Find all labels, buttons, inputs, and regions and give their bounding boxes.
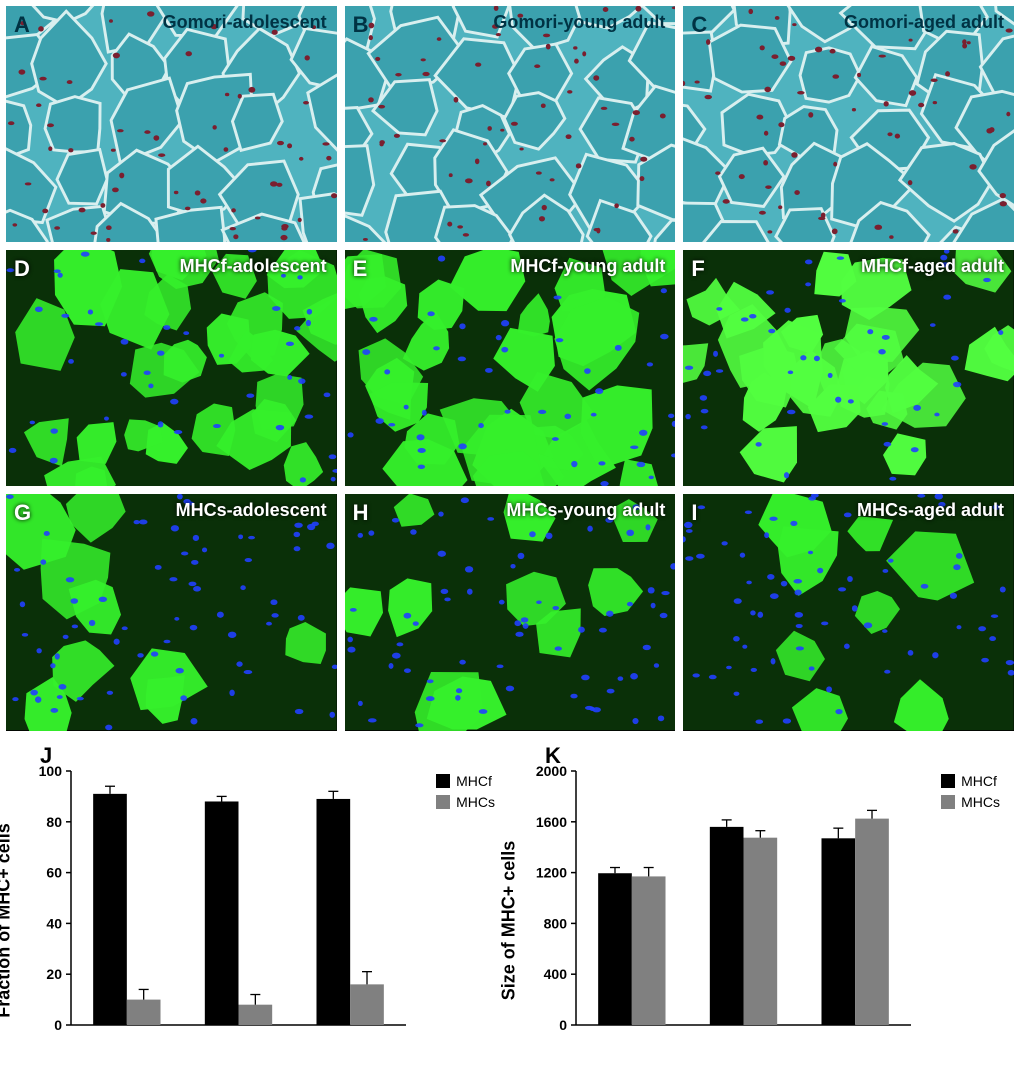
- svg-text:20: 20: [46, 966, 62, 982]
- fluorescence-image: [683, 494, 1014, 730]
- svg-text:60: 60: [46, 864, 62, 880]
- panel-A: A Gomori-adolescent: [6, 6, 337, 242]
- panel-letter: I: [691, 500, 697, 526]
- panel-label: Gomori-aged adult: [844, 12, 1004, 33]
- panel-label: MHCf-young adult: [510, 256, 665, 277]
- legend-label: MHCs: [961, 792, 1000, 813]
- legend-item-mhcf: MHCf: [436, 771, 495, 792]
- panel-label: MHCf-aged adult: [861, 256, 1004, 277]
- panel-letter: G: [14, 500, 31, 526]
- svg-text:80: 80: [46, 813, 62, 829]
- panel-B: B Gomori-young adult: [345, 6, 676, 242]
- panel-E: E MHCf-young adult: [345, 250, 676, 486]
- fluorescence-image: [683, 250, 1014, 486]
- panel-label: MHCs-adolescent: [176, 500, 327, 521]
- panel-label: Gomori-young adult: [493, 12, 665, 33]
- legend-swatch: [941, 795, 955, 809]
- chart-svg-wrap: 020406080100: [10, 743, 505, 1048]
- panel-letter: A: [14, 12, 30, 38]
- fluorescence-image: [345, 250, 676, 486]
- svg-text:1200: 1200: [536, 864, 567, 880]
- legend-swatch: [941, 774, 955, 788]
- chart-letter: J: [40, 743, 52, 769]
- gomori-image: [6, 6, 337, 242]
- gomori-image: [345, 6, 676, 242]
- panel-F: F MHCf-aged adult: [683, 250, 1014, 486]
- panel-letter: F: [691, 256, 704, 282]
- panel-letter: D: [14, 256, 30, 282]
- svg-text:40: 40: [46, 915, 62, 931]
- legend-swatch: [436, 774, 450, 788]
- panel-C: C Gomori-aged adult: [683, 6, 1014, 242]
- panel-label: MHCs-young adult: [506, 500, 665, 521]
- chart-J-container: J Fraction of MHC+ cells 020406080100 MH…: [10, 743, 505, 1048]
- svg-text:0: 0: [54, 1017, 62, 1033]
- chart-K-container: K Size of MHC+ cells 0400800120016002000…: [515, 743, 1010, 1048]
- panel-letter: C: [691, 12, 707, 38]
- panel-letter: E: [353, 256, 368, 282]
- svg-text:0: 0: [559, 1017, 567, 1033]
- chart-legend: MHCf MHCs: [941, 771, 1000, 813]
- y-axis-label: Size of MHC+ cells: [499, 841, 520, 1001]
- legend-item-mhcf: MHCf: [941, 771, 1000, 792]
- legend-swatch: [436, 795, 450, 809]
- svg-text:800: 800: [544, 915, 568, 931]
- y-axis-label: Fraction of MHC+ cells: [0, 824, 15, 1019]
- panel-label: Gomori-adolescent: [163, 12, 327, 33]
- charts-row: J Fraction of MHC+ cells 020406080100 MH…: [0, 737, 1020, 1068]
- chart-legend: MHCf MHCs: [436, 771, 495, 813]
- bar-chart-J: 020406080100: [16, 763, 476, 1043]
- bar-chart-K: 0400800120016002000: [521, 763, 981, 1043]
- fluorescence-image: [345, 494, 676, 730]
- panel-label: MHCs-aged adult: [857, 500, 1004, 521]
- svg-text:1600: 1600: [536, 813, 567, 829]
- panel-G: G MHCs-adolescent: [6, 494, 337, 730]
- chart-letter: K: [545, 743, 561, 769]
- panel-D: D MHCf-adolescent: [6, 250, 337, 486]
- legend-label: MHCf: [456, 771, 492, 792]
- panel-H: H MHCs-young adult: [345, 494, 676, 730]
- panel-letter: H: [353, 500, 369, 526]
- image-grid: A Gomori-adolescent B Gomori-young adult…: [0, 0, 1020, 737]
- panel-label: MHCf-adolescent: [180, 256, 327, 277]
- legend-label: MHCs: [456, 792, 495, 813]
- fluorescence-image: [6, 250, 337, 486]
- panel-letter: B: [353, 12, 369, 38]
- chart-svg-wrap: 0400800120016002000: [515, 743, 1010, 1048]
- panel-I: I MHCs-aged adult: [683, 494, 1014, 730]
- fluorescence-image: [6, 494, 337, 730]
- gomori-image: [683, 6, 1014, 242]
- legend-label: MHCf: [961, 771, 997, 792]
- legend-item-mhcs: MHCs: [941, 792, 1000, 813]
- svg-text:400: 400: [544, 966, 568, 982]
- figure-container: A Gomori-adolescent B Gomori-young adult…: [0, 0, 1020, 1068]
- legend-item-mhcs: MHCs: [436, 792, 495, 813]
